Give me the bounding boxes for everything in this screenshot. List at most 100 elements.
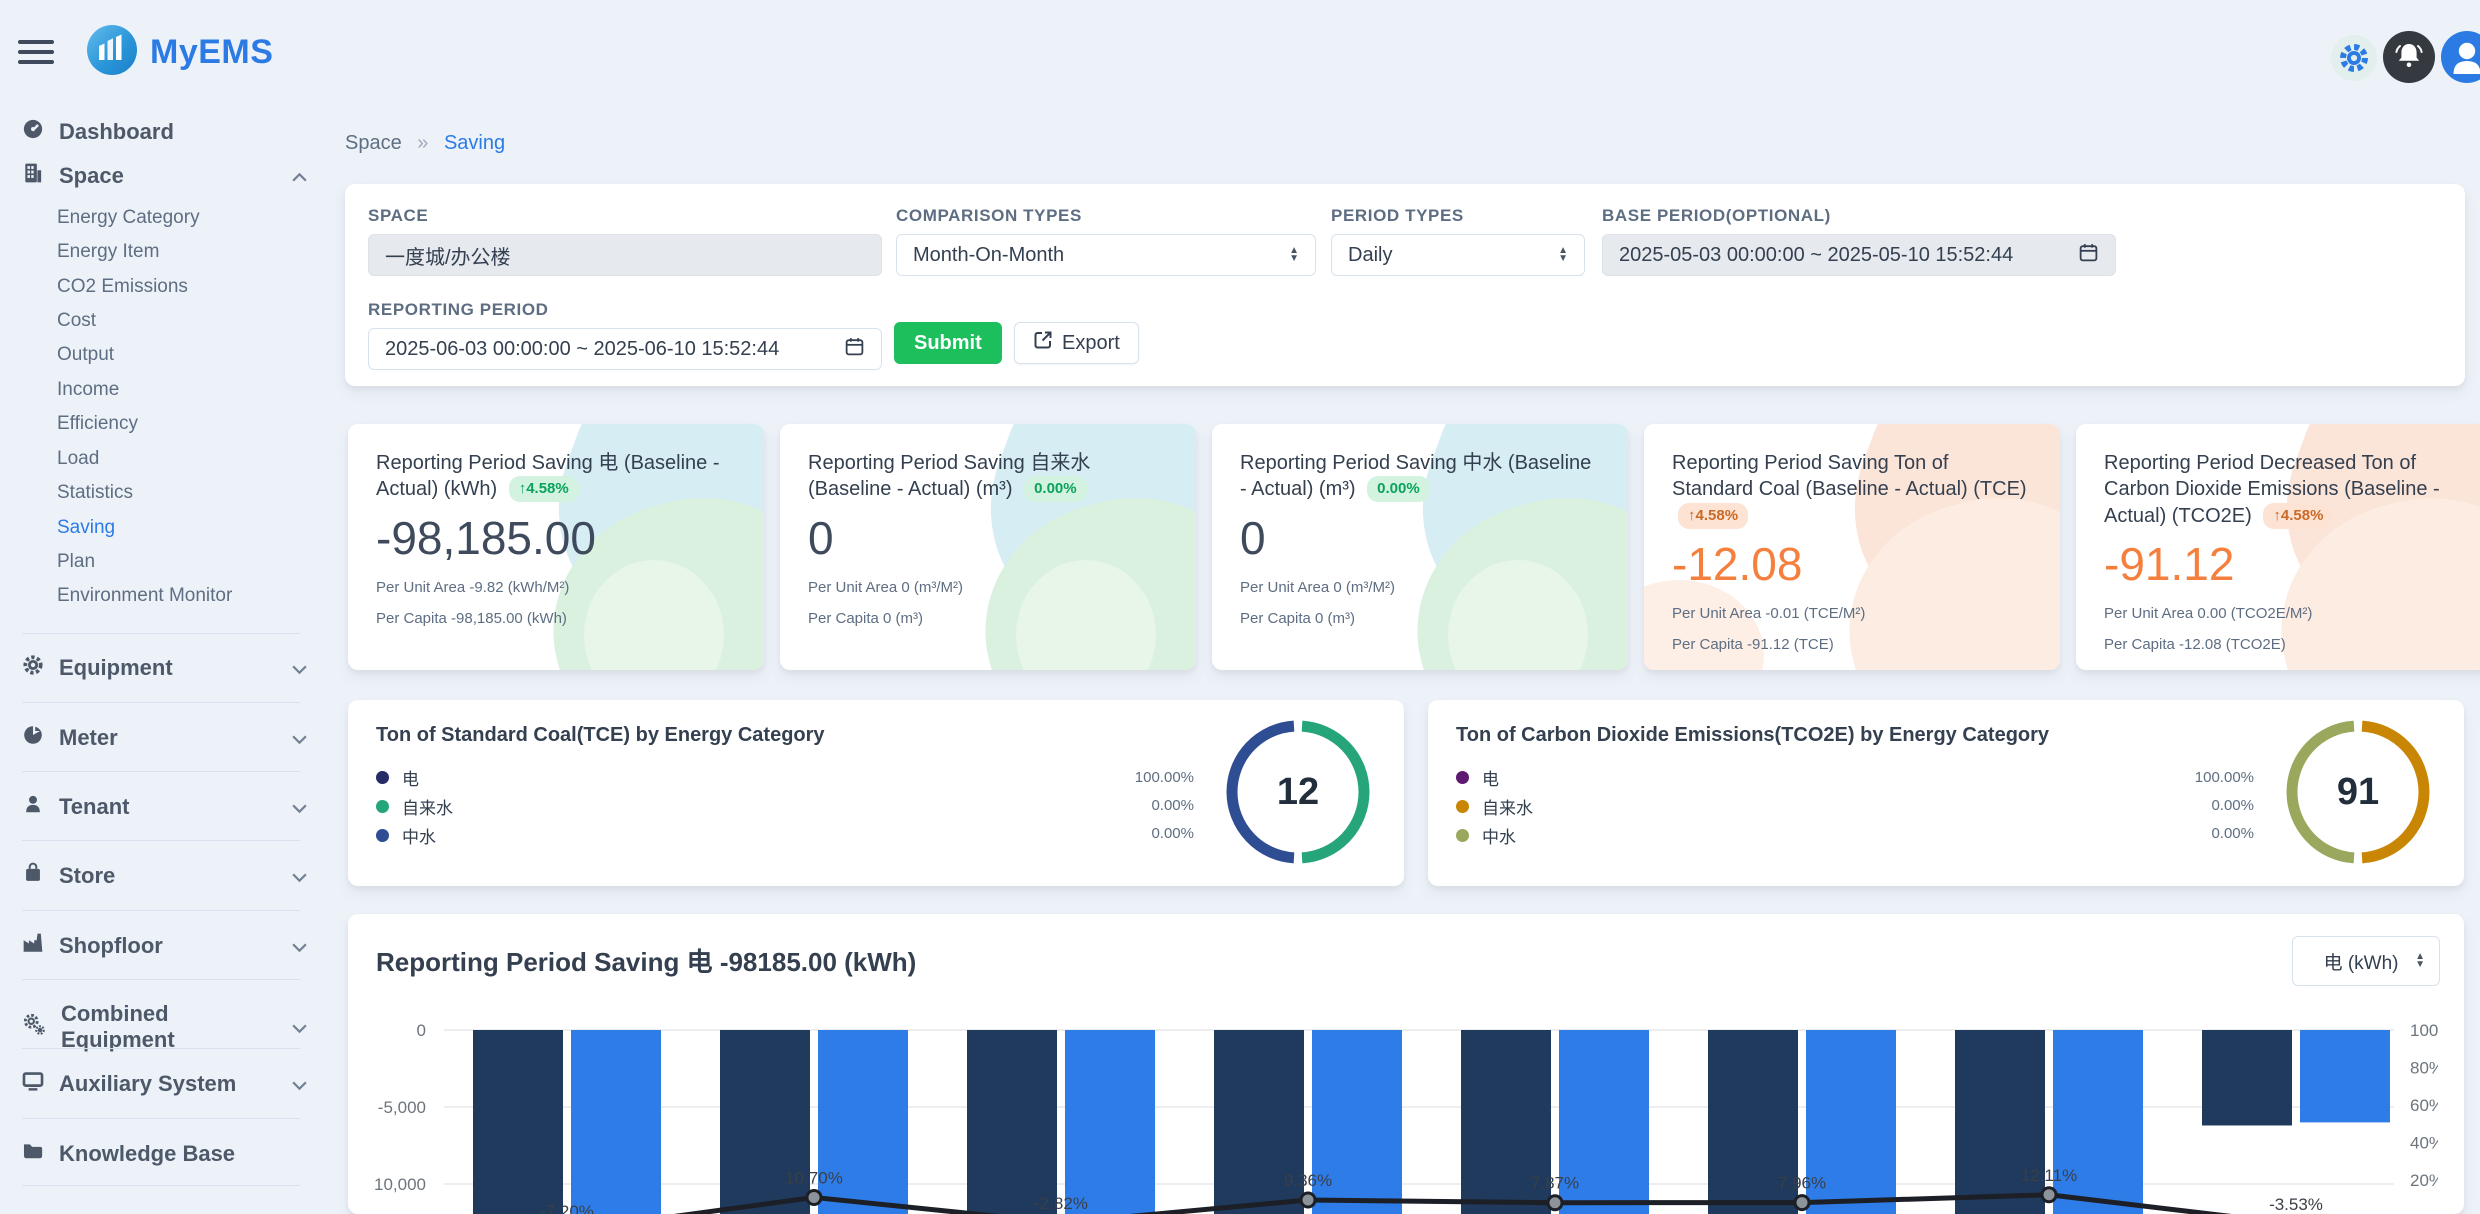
tco2e-by-category-card: Ton of Carbon Dioxide Emissions(TCO2E) b… xyxy=(1428,700,2464,886)
space-input[interactable]: 一度城/办公楼 xyxy=(368,234,882,276)
metric-value: -98,185.00 xyxy=(376,511,596,564)
legend-dot xyxy=(1456,799,1469,813)
breadcrumb-separator: » xyxy=(417,132,429,154)
metric-title: Reporting Period Saving 自来水 (Baseline - … xyxy=(808,452,1091,503)
svg-text:7.96%: 7.96% xyxy=(1778,1174,1826,1193)
chevron-down-icon xyxy=(291,1014,308,1040)
metric-value: -12.08 xyxy=(1672,538,1803,591)
sidebar-subitem-income[interactable]: Income xyxy=(57,379,120,400)
bar-line-chart[interactable]: 0 -5,000 -10,000 100% 80% 60% 40% 20% -7.20% 10.7… xyxy=(374,1004,2438,1214)
sidebar-item-knowledge-base[interactable]: Knowledge Base xyxy=(22,1140,308,1168)
divider xyxy=(22,910,300,911)
metric-title: Reporting Period Saving Ton of Standard … xyxy=(1672,450,2032,529)
percent-stack: 100.00% 0.00% 0.00% xyxy=(1134,769,1194,842)
metric-title: Reporting Period Saving 中水 (Baseline - A… xyxy=(1240,452,1592,503)
sidebar-item-dashboard[interactable]: Dashboard xyxy=(22,118,308,146)
legend-dot xyxy=(376,770,389,784)
trend-badge: ↑4.58% xyxy=(1678,502,1749,529)
sidebar-subitem-efficiency[interactable]: Efficiency xyxy=(57,413,138,434)
sidebar: Dashboard Space Energy Category Energy I… xyxy=(0,96,330,1208)
per-capita: Per Capita 0 (m³) xyxy=(1240,609,1356,627)
svg-text:100%: 100% xyxy=(2410,1021,2438,1040)
decor-blob xyxy=(1016,560,1156,670)
doughnut-chart-tce[interactable]: 12 xyxy=(1220,714,1376,870)
user-avatar[interactable] xyxy=(2440,30,2480,89)
legend-item[interactable]: 电 xyxy=(376,763,1376,791)
sidebar-item-equipment[interactable]: Equipment xyxy=(22,654,308,682)
reporting-period-input[interactable]: 2025-06-03 00:00:00 ~ 2025-06-10 15:52:4… xyxy=(368,328,882,370)
period-types-select[interactable]: Daily ▲ ▼ xyxy=(1331,234,1585,276)
export-button[interactable]: Export xyxy=(1014,322,1139,364)
legend-item[interactable]: 自来水 xyxy=(376,792,1376,820)
export-icon xyxy=(1033,330,1053,356)
base-period-input[interactable]: 2025-05-03 00:00:00 ~ 2025-05-10 15:52:4… xyxy=(1602,234,2116,276)
sidebar-subitem-energy-category[interactable]: Energy Category xyxy=(57,207,200,228)
legend-item[interactable]: 中水 xyxy=(376,821,1376,849)
sidebar-item-store[interactable]: Store xyxy=(22,862,308,890)
factory-icon xyxy=(22,932,44,960)
svg-text:-7.20%: -7.20% xyxy=(540,1202,594,1214)
chart-title: Reporting Period Saving 电 -98185.00 (kWh… xyxy=(376,947,917,977)
chevron-up-icon xyxy=(291,163,308,189)
sidebar-subitem-output[interactable]: Output xyxy=(57,344,115,365)
sidebar-item-combined-equipment[interactable]: Combined Equipment xyxy=(22,1001,308,1053)
per-capita: Per Capita 0 (m³) xyxy=(808,609,924,627)
decor-blob xyxy=(1644,580,1764,670)
svg-text:12.11%: 12.11% xyxy=(2021,1166,2077,1185)
legend-dot xyxy=(1456,770,1469,784)
folder-icon xyxy=(22,1140,44,1168)
period-types-label: PERIOD TYPES xyxy=(1331,206,1464,225)
sidebar-item-tenant[interactable]: Tenant xyxy=(22,793,308,821)
space-field-label: SPACE xyxy=(368,206,429,225)
svg-text:9.36%: 9.36% xyxy=(1284,1171,1332,1190)
metric-title: Reporting Period Decreased Ton of Carbon… xyxy=(2104,452,2440,529)
saving-chart-card: Reporting Period Saving 电 -98185.00 (kWh… xyxy=(348,914,2464,1214)
doughnut-chart-tco2e[interactable]: 91 xyxy=(2280,714,2436,870)
sidebar-subitem-cost[interactable]: Cost xyxy=(57,310,97,331)
sidebar-subitem-saving[interactable]: Saving xyxy=(57,517,116,538)
metric-title: Reporting Period Saving 电 (Baseline - Ac… xyxy=(376,452,720,503)
sidebar-item-space[interactable]: Space xyxy=(22,162,308,190)
svg-text:-2.82%: -2.82% xyxy=(1034,1194,1088,1213)
trend-badge: ↑4.58% xyxy=(2263,502,2334,529)
breadcrumb-current[interactable]: Saving xyxy=(443,132,506,154)
chevron-down-icon xyxy=(291,933,308,959)
sidebar-subitem-environment-monitor[interactable]: Environment Monitor xyxy=(57,585,233,606)
brand[interactable]: MyEMS xyxy=(86,24,273,81)
legend-item[interactable]: 电 xyxy=(1456,763,2436,791)
sidebar-item-label: Space xyxy=(59,163,124,188)
legend-item[interactable]: 自来水 xyxy=(1456,792,2436,820)
sidebar-item-meter[interactable]: Meter xyxy=(22,724,308,752)
filter-panel: SPACE 一度城/办公楼 COMPARISON TYPES Month-On-… xyxy=(345,184,2465,386)
metric-card-reclaimed-water: Reporting Period Saving 中水 (Baseline - A… xyxy=(1212,424,1628,670)
unit-select[interactable]: 电 (kWh) ▲ ▼ xyxy=(2292,936,2440,986)
chevron-down-icon xyxy=(291,794,308,820)
calendar-icon xyxy=(844,336,865,363)
divider xyxy=(22,979,300,980)
donut-title: Ton of Standard Coal(TCE) by Energy Cate… xyxy=(376,724,825,746)
breadcrumb-parent[interactable]: Space xyxy=(345,132,402,154)
submit-button[interactable]: Submit xyxy=(894,322,1002,364)
comparison-types-select[interactable]: Month-On-Month ▲ ▼ xyxy=(896,234,1316,276)
svg-text:20%: 20% xyxy=(2410,1171,2438,1190)
metric-card-tap-water: Reporting Period Saving 自来水 (Baseline - … xyxy=(780,424,1196,670)
sidebar-subitem-statistics[interactable]: Statistics xyxy=(57,482,134,503)
myems-logo-icon xyxy=(86,24,138,81)
building-icon xyxy=(22,162,44,190)
sidebar-item-auxiliary-system[interactable]: Auxiliary System xyxy=(22,1070,308,1098)
menu-icon[interactable] xyxy=(18,40,54,70)
legend-item[interactable]: 中水 xyxy=(1456,821,2436,849)
divider xyxy=(22,771,300,772)
sidebar-subitem-load[interactable]: Load xyxy=(57,448,100,469)
comparison-types-label: COMPARISON TYPES xyxy=(896,206,1082,225)
sidebar-item-shopfloor[interactable]: Shopfloor xyxy=(22,932,308,960)
sidebar-subitem-energy-item[interactable]: Energy Item xyxy=(57,241,160,262)
notifications-icon[interactable] xyxy=(2382,30,2436,89)
decor-blob xyxy=(584,560,724,670)
legend-dot xyxy=(376,799,389,813)
divider xyxy=(22,702,300,703)
sidebar-subitem-plan[interactable]: Plan xyxy=(57,551,96,572)
svg-text:-3.53%: -3.53% xyxy=(2269,1195,2323,1214)
settings-icon[interactable] xyxy=(2330,34,2378,87)
sidebar-subitem-co2-emissions[interactable]: CO2 Emissions xyxy=(57,276,188,297)
